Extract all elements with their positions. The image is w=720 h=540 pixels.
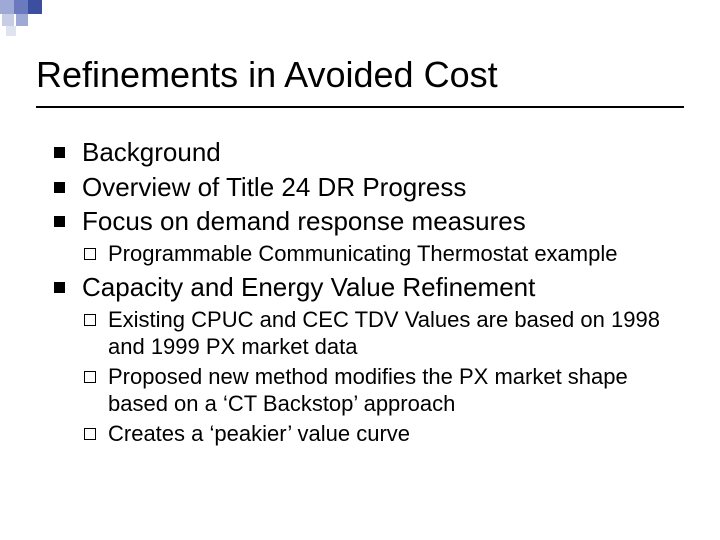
bullet-level2: Creates a ‘peakier’ value curve <box>82 420 668 448</box>
bullet-level2: Programmable Communicating Thermostat ex… <box>82 240 668 268</box>
sub-bullet-text: Creates a ‘peakier’ value curve <box>108 421 410 446</box>
slide: Refinements in Avoided Cost Background Ov… <box>0 0 720 540</box>
decor-square <box>16 14 28 26</box>
sub-bullet-text: Programmable Communicating Thermostat ex… <box>108 241 617 266</box>
bullet-level2: Existing CPUC and CEC TDV Values are bas… <box>82 306 668 361</box>
bullet-level1: Focus on demand response measures Program… <box>48 205 668 267</box>
sub-bullet-list: Programmable Communicating Thermostat ex… <box>82 240 668 268</box>
bullet-level2: Proposed new method modifies the PX mark… <box>82 363 668 418</box>
bullet-text: Overview of Title 24 DR Progress <box>82 172 466 202</box>
slide-title: Refinements in Avoided Cost <box>36 54 498 96</box>
decor-square <box>2 14 14 26</box>
bullet-level1: Overview of Title 24 DR Progress <box>48 171 668 204</box>
sub-bullet-text: Existing CPUC and CEC TDV Values are bas… <box>108 307 660 360</box>
decor-square <box>14 0 28 14</box>
bullet-text: Background <box>82 137 221 167</box>
bullet-text: Capacity and Energy Value Refinement <box>82 272 535 302</box>
sub-bullet-list: Existing CPUC and CEC TDV Values are bas… <box>82 306 668 448</box>
decor-square <box>0 0 14 14</box>
bullet-level1: Capacity and Energy Value Refinement Exis… <box>48 271 668 447</box>
slide-body: Background Overview of Title 24 DR Progre… <box>48 136 668 451</box>
bullet-list: Background Overview of Title 24 DR Progre… <box>48 136 668 447</box>
decor-square <box>28 0 42 14</box>
bullet-level1: Background <box>48 136 668 169</box>
decor-square <box>6 26 16 36</box>
sub-bullet-text: Proposed new method modifies the PX mark… <box>108 364 628 417</box>
title-underline <box>36 106 684 108</box>
bullet-text: Focus on demand response measures <box>82 206 526 236</box>
